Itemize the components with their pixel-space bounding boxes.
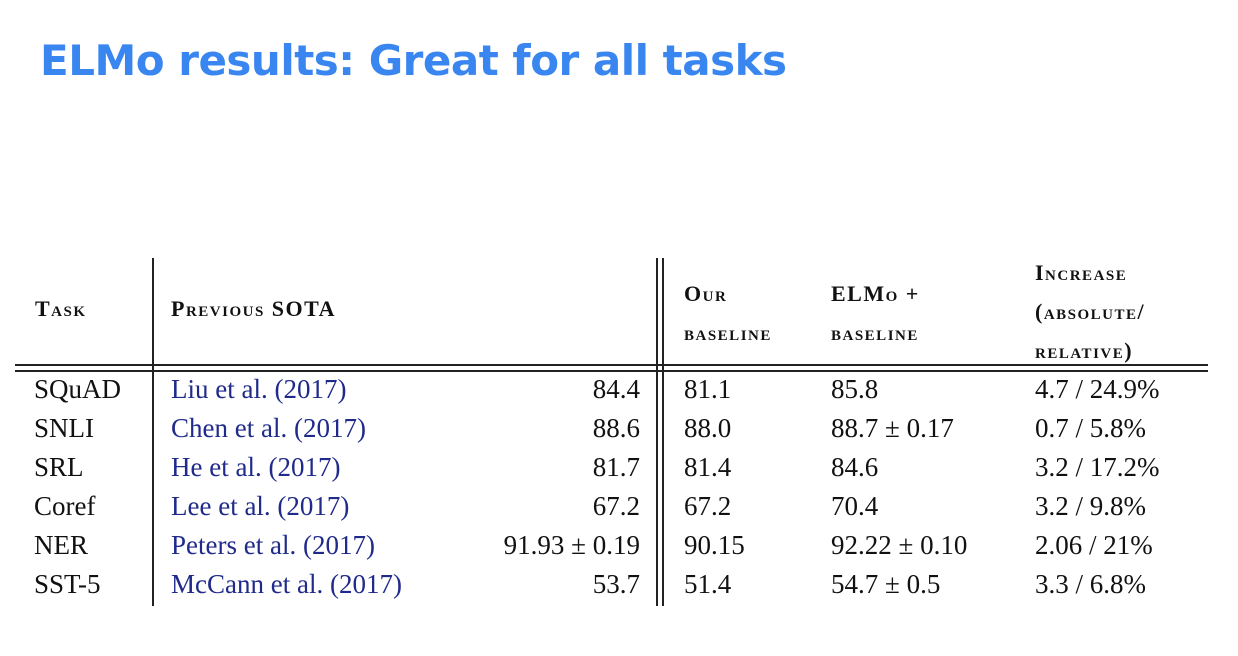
- cell-elmo-baseline: 84.6: [831, 452, 879, 482]
- cell-citation: Liu et al. (2017): [171, 374, 347, 404]
- cell-elmo-baseline: 88.7 ± 0.17: [831, 413, 954, 443]
- column-divider-double-left: [656, 258, 658, 606]
- cell-citation: McCann et al. (2017): [171, 569, 402, 599]
- column-divider-task: [152, 258, 154, 606]
- header-elmo-baseline-line2: baseline: [831, 320, 919, 345]
- cell-previous-sota: 88.6: [592, 413, 640, 443]
- cell-previous-sota: 81.7: [592, 452, 640, 482]
- cell-task: Coref: [34, 491, 96, 521]
- cell-increase: 3.3 / 6.8%: [1035, 569, 1146, 599]
- cell-elmo-baseline: 70.4: [831, 491, 879, 521]
- cell-previous-sota: 91.93 ± 0.19: [503, 530, 640, 560]
- header-our-baseline-line2: baseline: [684, 320, 772, 345]
- cell-task: SST-5: [34, 569, 101, 599]
- cell-increase: 0.7 / 5.8%: [1035, 413, 1146, 443]
- cell-citation: Peters et al. (2017): [171, 530, 375, 560]
- cell-elmo-baseline: 54.7 ± 0.5: [831, 569, 941, 599]
- cell-task: NER: [34, 530, 88, 560]
- cell-citation: Lee et al. (2017): [171, 491, 350, 521]
- column-divider-double-right: [662, 258, 664, 606]
- cell-increase: 3.2 / 9.8%: [1035, 491, 1146, 521]
- cell-our-baseline: 81.1: [684, 374, 732, 404]
- slide-title: ELMo results: Great for all tasks: [40, 36, 787, 85]
- cell-our-baseline: 51.4: [684, 569, 732, 599]
- header-rule-top: [15, 364, 1208, 366]
- cell-our-baseline: 67.2: [684, 491, 732, 521]
- cell-increase: 3.2 / 17.2%: [1035, 452, 1160, 482]
- cell-task: SNLI: [34, 413, 94, 443]
- cell-previous-sota: 67.2: [592, 491, 640, 521]
- cell-elmo-baseline: 92.22 ± 0.10: [831, 530, 968, 560]
- header-previous-sota: Previous SOTA: [171, 296, 337, 321]
- header-task: Task: [35, 296, 87, 321]
- cell-previous-sota: 53.7: [592, 569, 640, 599]
- cell-our-baseline: 88.0: [684, 413, 732, 443]
- header-our-baseline-line1: Our: [684, 281, 728, 306]
- cell-increase: 2.06 / 21%: [1035, 530, 1153, 560]
- header-increase-line3: relative): [1035, 338, 1134, 363]
- header-increase-line1: Increase: [1035, 260, 1128, 285]
- cell-citation: He et al. (2017): [171, 452, 341, 482]
- header-increase-line2: (absolute/: [1035, 299, 1146, 324]
- cell-task: SQuAD: [34, 374, 122, 404]
- header-elmo-baseline-line1: ELMo +: [831, 281, 920, 306]
- cell-our-baseline: 90.15: [684, 530, 745, 560]
- header-rule-bottom: [15, 370, 1208, 372]
- cell-task: SRL: [34, 452, 84, 482]
- cell-citation: Chen et al. (2017): [171, 413, 366, 443]
- cell-our-baseline: 81.4: [684, 452, 732, 482]
- cell-previous-sota: 84.4: [592, 374, 640, 404]
- cell-elmo-baseline: 85.8: [831, 374, 879, 404]
- cell-increase: 4.7 / 24.9%: [1035, 374, 1160, 404]
